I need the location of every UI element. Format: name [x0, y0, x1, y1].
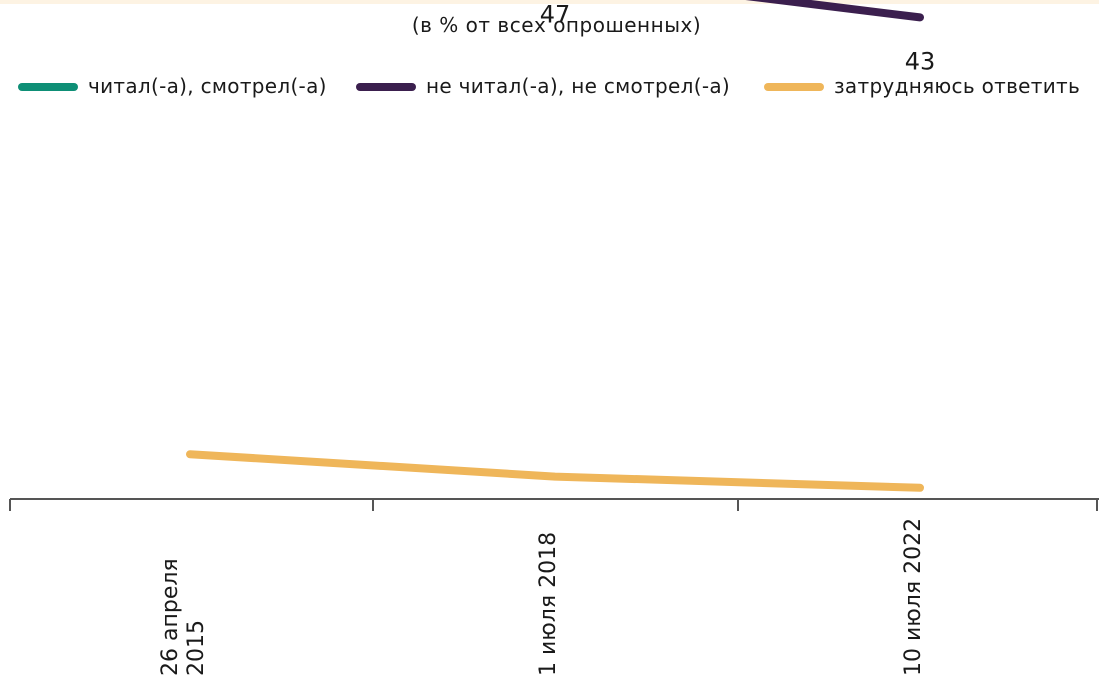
x-tick-label-2-0: 10 июля 2022 — [901, 518, 926, 676]
data-label-s1-p2: 43 — [905, 47, 936, 75]
legend-swatch-not-read — [356, 83, 416, 91]
legend-swatch-read — [18, 83, 78, 91]
series-line-2 — [186, 450, 924, 492]
legend-label-read: читал(-а), смотрел(-а) — [88, 74, 327, 98]
legend-label-not-read: не читал(-а), не смотрел(-а) — [426, 74, 731, 98]
data-label-s1-p1: 47 — [540, 1, 571, 29]
legend-label-hard-to-say: затрудняюсь ответить — [834, 74, 1081, 98]
top-band — [0, 0, 1099, 4]
x-tick-label-0-1: 2015 — [184, 620, 209, 676]
x-tick-label-0-0: 26 апреля — [158, 558, 183, 676]
chart-subtitle: (в % от всех опрошенных) — [411, 13, 702, 37]
x-tick-label-1-0: 1 июля 2018 — [536, 532, 561, 676]
series-line-1 — [745, 0, 924, 22]
legend-swatch-hard-to-say — [764, 83, 824, 91]
